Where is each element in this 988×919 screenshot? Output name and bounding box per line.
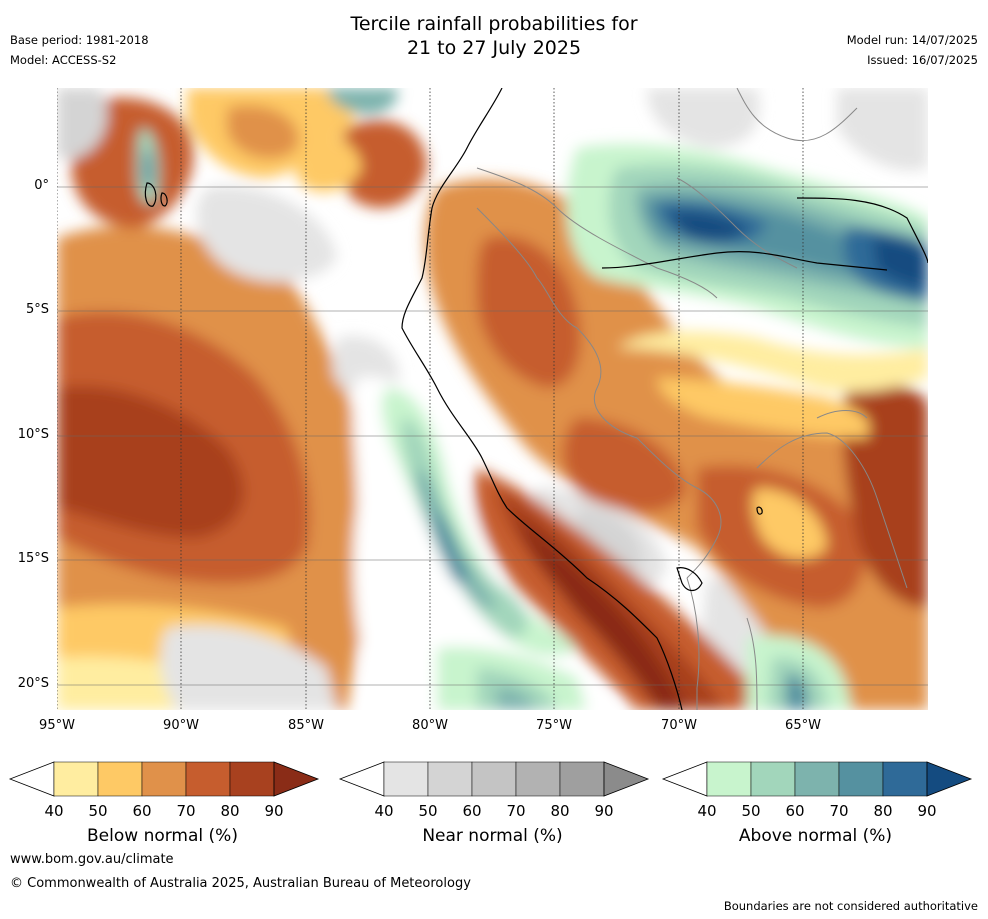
- colorbar-2-segment-0: [706, 761, 752, 797]
- lon-label-75w: 75°W: [536, 718, 572, 733]
- colorbar-0-segment-1: [97, 761, 143, 797]
- model-text: Model: ACCESS-S2: [10, 53, 117, 67]
- colorbar-1-segment-2: [471, 761, 517, 797]
- map-gridlines: [57, 186, 928, 686]
- meta-right: Model run: 14/07/2025 Issued: 16/07/2025: [847, 30, 978, 70]
- issued-text: Issued: 16/07/2025: [867, 53, 978, 67]
- footer-copyright: © Commonwealth of Australia 2025, Austra…: [10, 876, 471, 891]
- colorbar-2-tick-1: 50: [741, 802, 761, 820]
- lat-label-15s: 15°S: [17, 551, 49, 566]
- colorbar-0-high-extension: [273, 761, 320, 797]
- colorbar-2-segment-3: [838, 761, 884, 797]
- colorbar-2-segment-4: [882, 761, 928, 797]
- lon-label-65w: 65°W: [785, 718, 821, 733]
- colorbar-1-segment-4: [559, 761, 605, 797]
- colorbar-2-low-extension: [661, 761, 708, 797]
- lon-label-85w: 85°W: [288, 718, 324, 733]
- map-svg: [57, 88, 928, 710]
- colorbar-near-normal-title: Near normal (%): [422, 826, 563, 846]
- meta-left: Base period: 1981-2018 Model: ACCESS-S2: [10, 30, 149, 70]
- colorbar-0-tick-3: 70: [176, 802, 196, 820]
- lon-label-70w: 70°W: [661, 718, 697, 733]
- lat-label-5s: 5°S: [25, 302, 49, 317]
- colorbar-2-high-extension: [926, 761, 973, 797]
- lon-label-80w: 80°W: [412, 718, 448, 733]
- colorbar-1-tick-4: 80: [550, 802, 570, 820]
- colorbar-1-segment-3: [515, 761, 561, 797]
- colorbar-0-tick-1: 50: [88, 802, 108, 820]
- country-boundaries: [476, 88, 908, 710]
- colorbar-above-normal-title: Above normal (%): [738, 826, 893, 846]
- colorbar-above-normal: [661, 761, 973, 797]
- map-title-line2: 21 to 27 July 2025: [406, 37, 582, 59]
- probability-fields: [57, 88, 928, 710]
- colorbar-1-segment-1: [427, 761, 473, 797]
- colorbar-0-segment-2: [141, 761, 187, 797]
- colorbar-0-tick-5: 90: [264, 802, 284, 820]
- colorbar-0-segment-0: [53, 761, 99, 797]
- colorbar-1-tick-3: 70: [506, 802, 526, 820]
- model-run-text: Model run: 14/07/2025: [846, 33, 978, 47]
- colorbar-below-normal: [8, 761, 320, 797]
- colorbar-0-tick-0: 40: [44, 802, 64, 820]
- colorbar-1-high-extension: [603, 761, 650, 797]
- colorbar-near-normal: [338, 761, 650, 797]
- colorbar-strip: [8, 761, 973, 797]
- map-title: Tercile rainfall probabilities for 21 to…: [0, 12, 988, 60]
- colorbar-1-low-extension: [338, 761, 385, 797]
- colorbar-1-tick-0: 40: [374, 802, 394, 820]
- lon-label-90w: 90°W: [163, 718, 199, 733]
- lat-label-10s: 10°S: [17, 427, 49, 442]
- colorbar-2-segment-1: [750, 761, 796, 797]
- colorbar-2-tick-2: 60: [785, 802, 805, 820]
- colorbar-1-tick-1: 50: [418, 802, 438, 820]
- colorbar-1-tick-2: 60: [462, 802, 482, 820]
- footer-disclaimer: Boundaries are not considered authoritat…: [723, 899, 978, 913]
- colorbar-0-segment-3: [185, 761, 231, 797]
- colorbar-2-tick-3: 70: [829, 802, 849, 820]
- colorbar-1-segment-0: [383, 761, 429, 797]
- colorbar-0-tick-4: 80: [220, 802, 240, 820]
- lat-label-0: 0°: [34, 178, 49, 193]
- base-period-text: Base period: 1981-2018: [10, 33, 149, 47]
- lat-label-20s: 20°S: [17, 676, 49, 691]
- lon-label-95w: 95°W: [39, 718, 75, 733]
- colorbar-0-tick-2: 60: [132, 802, 152, 820]
- coastlines: [144, 88, 928, 710]
- colorbar-2-segment-2: [794, 761, 840, 797]
- colorbar-2-tick-5: 90: [917, 802, 937, 820]
- map-meridians: [57, 88, 804, 710]
- colorbar-2-tick-0: 40: [697, 802, 717, 820]
- colorbar-2-tick-4: 80: [873, 802, 893, 820]
- colorbar-0-low-extension: [8, 761, 55, 797]
- colorbar-below-normal-title: Below normal (%): [87, 826, 238, 846]
- rainfall-probability-map: [57, 88, 928, 710]
- colorbar-1-tick-5: 90: [594, 802, 614, 820]
- colorbar-0-segment-4: [229, 761, 275, 797]
- map-title-line1: Tercile rainfall probabilities for: [350, 13, 638, 35]
- footer-url: www.bom.gov.au/climate: [10, 852, 174, 867]
